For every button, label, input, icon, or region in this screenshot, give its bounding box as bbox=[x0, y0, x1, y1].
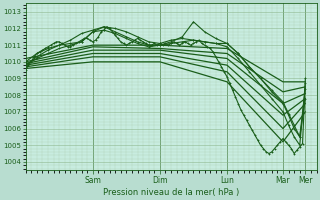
X-axis label: Pression niveau de la mer( hPa ): Pression niveau de la mer( hPa ) bbox=[103, 188, 239, 197]
